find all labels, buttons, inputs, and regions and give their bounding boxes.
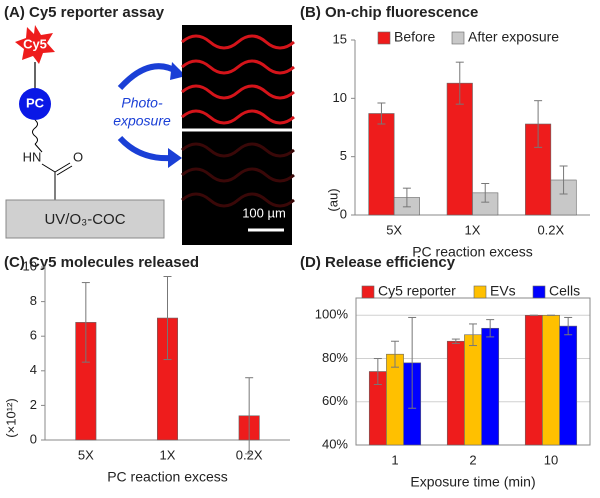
arrow [117,135,173,162]
y-tick-label: 10 [333,90,347,105]
bar [524,314,543,446]
panel-a: (A) Cy5 reporter assay Cy5 PC HN O UV/O₃… [4,4,295,245]
y-tick-label: 40% [322,436,348,451]
bond [54,162,71,173]
y-axis-label: (au) [325,188,340,211]
y-tick-label: 15 [333,31,347,46]
x-tick-label: 5X [386,222,402,237]
x-axis-label: PC reaction excess [107,469,228,485]
x-tick-label: 1X [465,222,481,237]
bar [481,327,500,446]
legend-label: Cells [549,283,580,299]
dye-star [15,25,55,64]
channels-after [181,142,295,208]
bond [56,165,73,176]
x-tick-label: 2 [469,452,476,467]
x-tick-label: 1 [391,452,398,467]
photo-label: exposure [113,113,171,129]
y-tick-label: 0 [30,431,37,446]
y-tick-label: 4 [30,362,37,377]
linker-label: PC [26,95,45,110]
legend-swatch [473,285,487,299]
arrow [117,63,180,91]
y-tick-label: 2 [30,397,37,412]
substrate-box [5,199,165,239]
y-tick-label: 0 [340,206,347,221]
x-tick-label: 5X [78,447,94,462]
legend-swatch [451,31,465,45]
bar [368,113,395,216]
legend-swatch [532,285,546,299]
chart-title: (C) Cy5 molecules released [4,254,199,271]
arrow-head [168,148,182,168]
linker-circle [19,88,51,120]
y-tick-label: 8 [30,293,37,308]
bar [542,314,560,446]
x-tick-label: 0.2X [537,222,564,237]
legend-swatch [377,31,391,45]
chart-title: (B) On-chip fluorescence [300,4,478,21]
bar [446,340,465,446]
legend-label: Cy5 reporter [378,283,456,299]
bond [34,143,43,153]
x-axis-label: Exposure time (min) [410,474,535,490]
dye-label: Cy5 [23,36,47,51]
y-tick-label: 60% [322,393,348,408]
amine-label: HN [23,149,42,164]
photo-label: Photo- [121,95,163,111]
scale-label: 100 µm [242,205,286,220]
y-tick-label: 100% [315,307,349,322]
y-axis-label: (×10¹²) [3,398,18,437]
legend-label: EVs [490,283,516,299]
bar [386,353,404,446]
y-tick-label: 5 [340,148,347,163]
bar [559,325,578,446]
channels-before [181,34,295,125]
panel-title: (A) Cy5 reporter assay [4,4,165,21]
oxygen-label: O [73,149,83,164]
bar [464,334,482,446]
substrate-label: UV/O₃-COC [44,211,125,228]
y-tick-label: 10 [23,258,37,273]
chart-title: (D) Release efficiency [300,254,456,271]
bond [41,163,56,173]
x-axis-label: PC reaction excess [412,244,533,260]
x-tick-label: 1X [160,447,176,462]
legend-label: After exposure [468,29,559,45]
bar [446,82,473,216]
legend-label: Before [394,29,435,45]
x-tick-label: 0.2X [236,447,263,462]
legend-swatch [361,285,375,299]
x-tick-label: 10 [544,452,558,467]
chain [32,119,38,145]
y-tick-label: 6 [30,328,37,343]
y-tick-label: 80% [322,350,348,365]
